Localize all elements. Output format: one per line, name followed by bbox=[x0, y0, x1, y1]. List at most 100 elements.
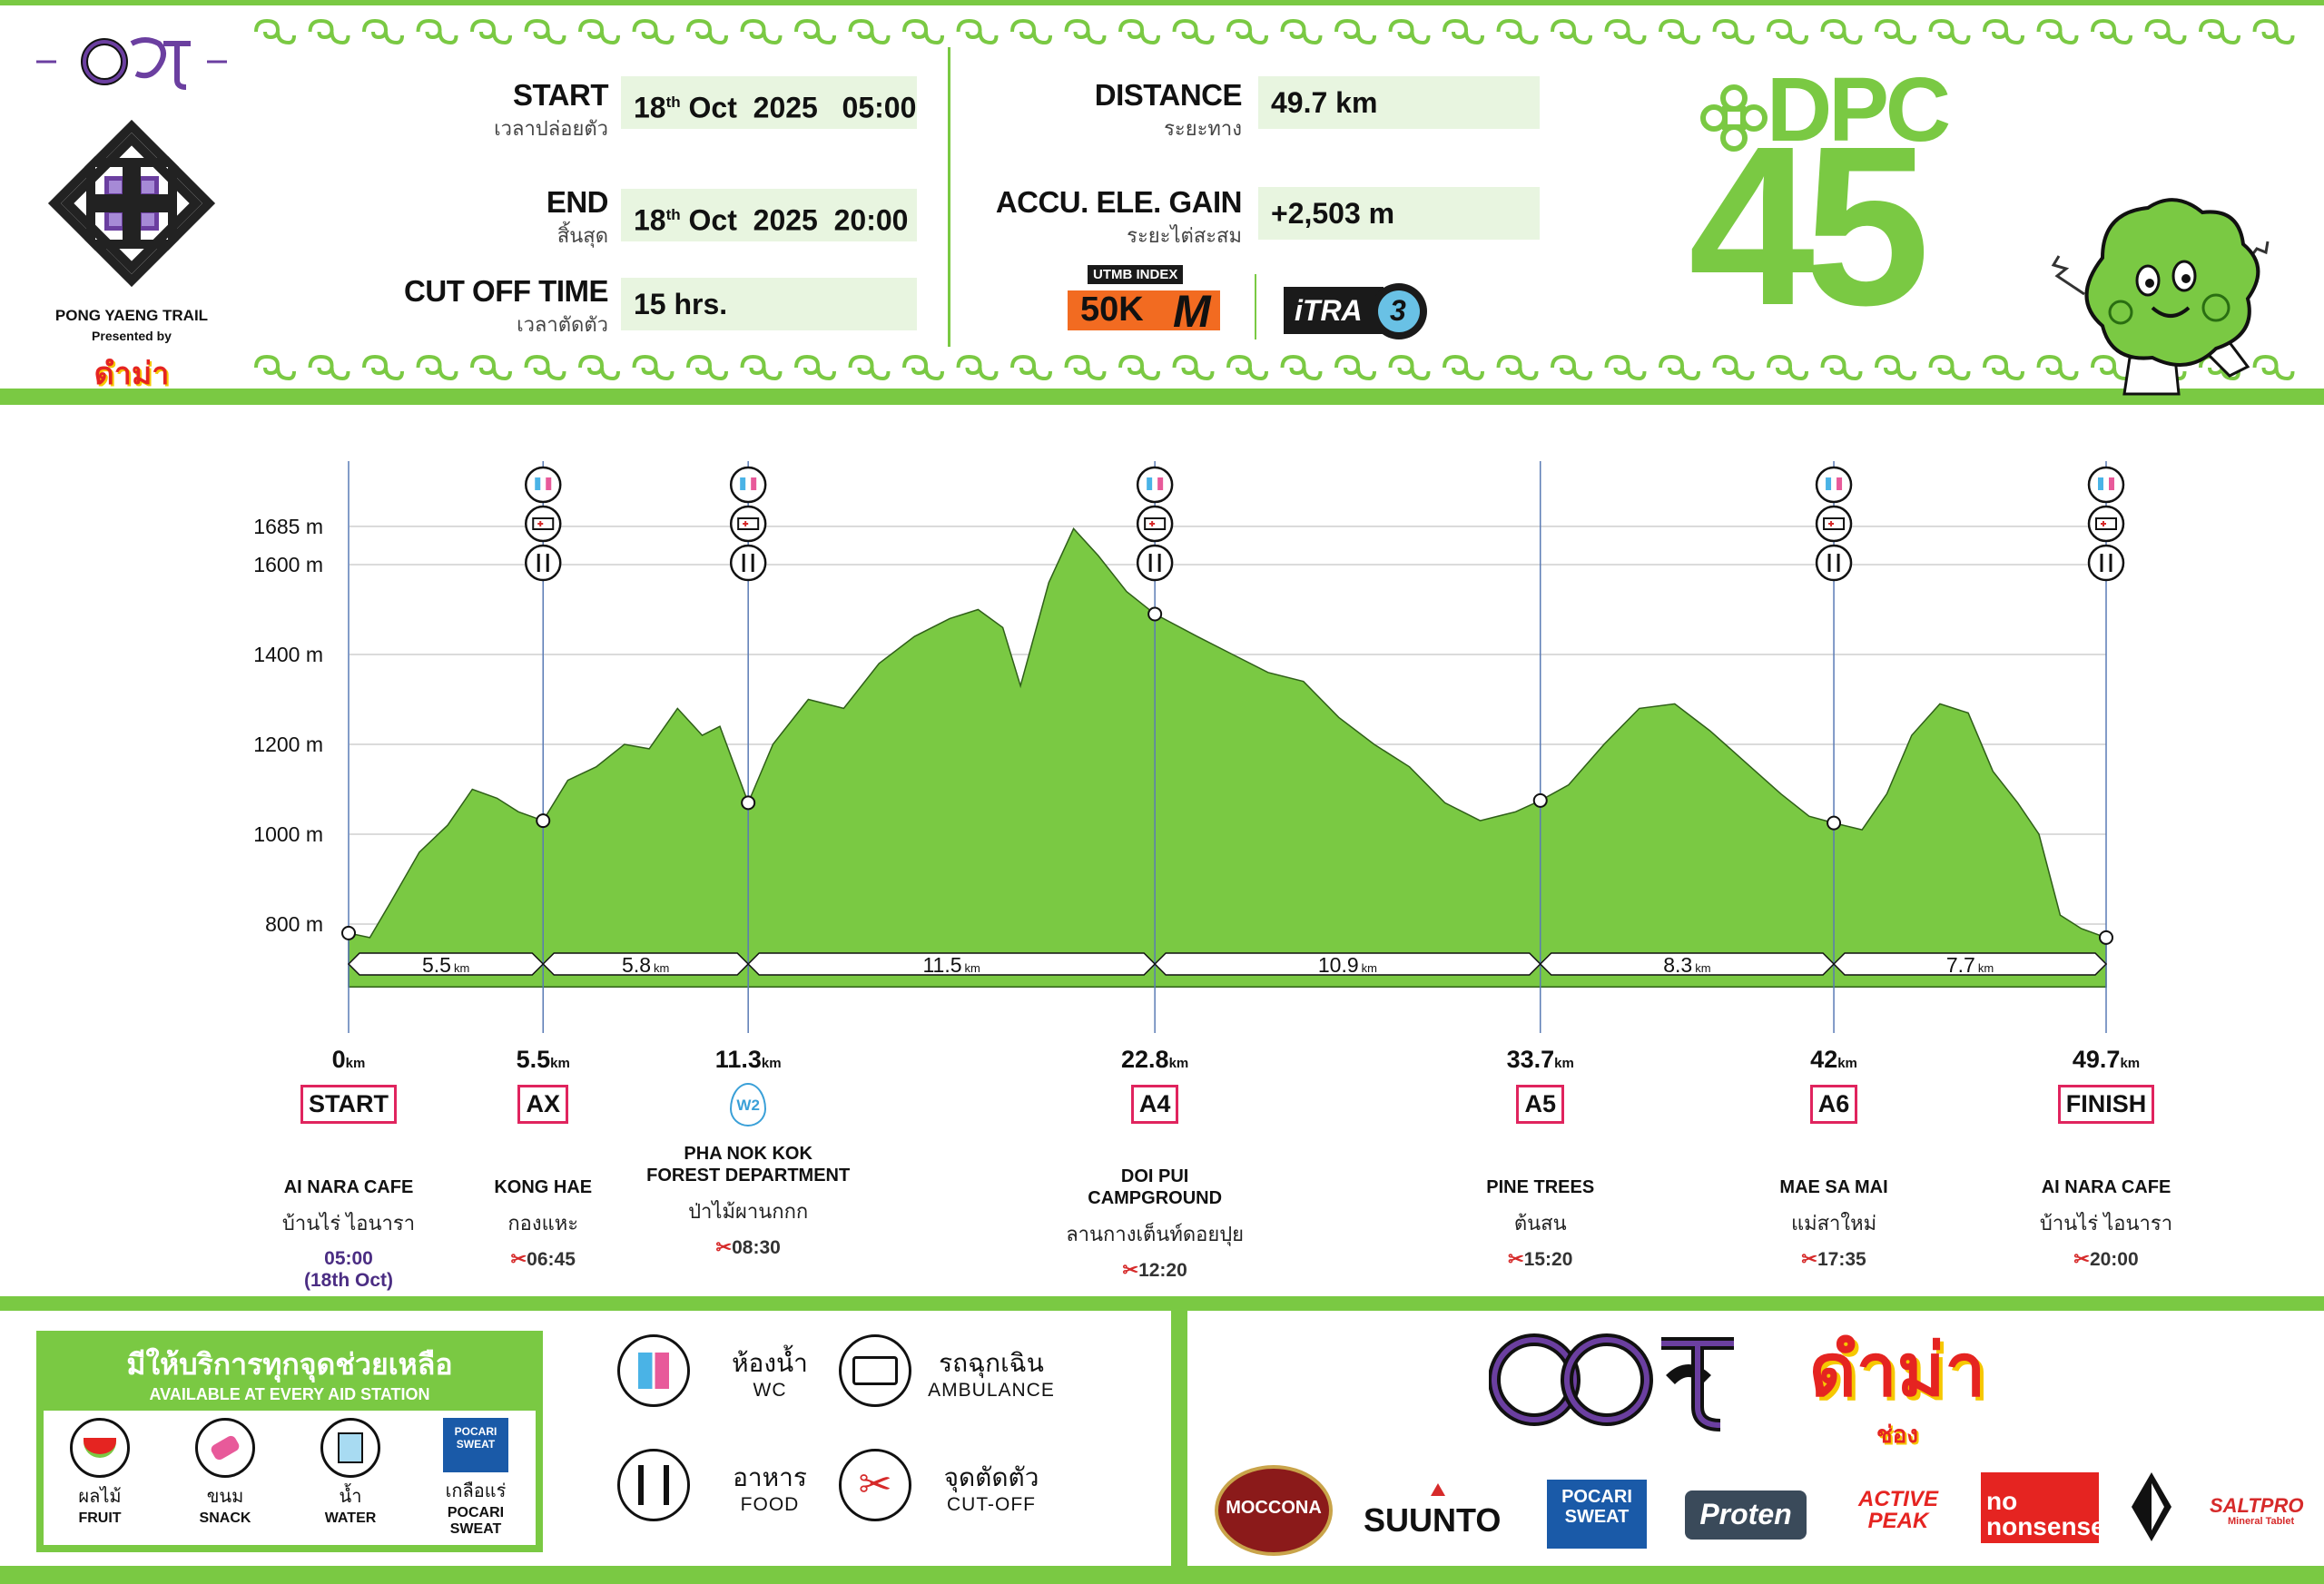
checkpoint-name-th: บ้านไร่ ไอนารา bbox=[2039, 1212, 2173, 1235]
checkpoint-time: ✂12:20 bbox=[1122, 1260, 1187, 1281]
ornament-swirl bbox=[1659, 354, 1685, 376]
ornament-swirl bbox=[740, 18, 766, 40]
ornament-swirl bbox=[1734, 367, 1755, 381]
food-icon bbox=[1136, 544, 1174, 582]
ornament-swirl bbox=[2221, 31, 2240, 45]
ornament-swirl bbox=[1928, 354, 1955, 376]
ornament-swirl bbox=[1443, 18, 1469, 40]
ornament-swirl bbox=[1032, 367, 1052, 381]
ornament-swirl bbox=[1443, 354, 1469, 376]
ornament-swirl bbox=[308, 354, 334, 376]
suunto-logo: SUUNTO bbox=[1364, 1501, 1502, 1539]
checkpoint-name-th: ป่าไม้ผานกกก bbox=[688, 1200, 809, 1223]
ornament-swirl bbox=[1086, 31, 1107, 45]
ornament-swirl bbox=[2004, 367, 2024, 381]
checkpoint-finish: 49.7km FINISH AI NARA CAFE บ้านไร่ ไอนารา ✂2… bbox=[1943, 1046, 2270, 1271]
ornament-swirl bbox=[956, 354, 982, 376]
race-code: DPC 45 bbox=[1689, 59, 1951, 352]
aid-item-label-en: SNACK bbox=[199, 1510, 251, 1526]
ornament-swirl bbox=[708, 367, 728, 381]
segment-unit: km bbox=[454, 961, 469, 975]
ornament-swirl bbox=[362, 354, 389, 376]
checkpoint-name-th: ลานกางเต็นท์ดอยปุย bbox=[1066, 1223, 1245, 1245]
ornament-swirl bbox=[546, 367, 566, 381]
ornament-swirl bbox=[1551, 18, 1577, 40]
ornament-swirl bbox=[2036, 354, 2063, 376]
ornament-swirl bbox=[1280, 18, 1306, 40]
ornament-swirl bbox=[902, 18, 929, 40]
ornament-swirl bbox=[762, 31, 783, 45]
wc-male-glyph bbox=[535, 477, 541, 490]
ornament-swirl bbox=[362, 18, 389, 40]
fork-spoon-glyph bbox=[537, 554, 549, 572]
aid-item-label-en: WATER bbox=[324, 1510, 377, 1526]
ornament-swirl bbox=[492, 31, 512, 45]
aid-item-label-th: น้ำ bbox=[339, 1487, 362, 1507]
checkpoint-name: DOI PUI CAMPGROUND bbox=[1088, 1166, 1223, 1208]
scissors-icon: ✂ bbox=[1801, 1249, 1817, 1270]
nonsense-logo bbox=[1981, 1472, 2099, 1543]
ornament-swirl bbox=[1767, 18, 1793, 40]
food-icon bbox=[2087, 544, 2125, 582]
ornament-swirl bbox=[1118, 18, 1145, 40]
checkpoint-marker bbox=[1147, 606, 1163, 622]
ornament-swirl bbox=[1194, 31, 1215, 45]
food-icon bbox=[1815, 544, 1853, 582]
ornament-swirl bbox=[902, 354, 929, 376]
scissors-icon: ✂ bbox=[2073, 1249, 2090, 1270]
wc-icon bbox=[524, 466, 562, 504]
ambulance-cross bbox=[2101, 521, 2106, 526]
wc-female-glyph bbox=[1157, 477, 1164, 490]
ornament-swirl bbox=[1410, 31, 1431, 45]
ornament-swirl bbox=[1410, 367, 1431, 381]
y-tick-label: 800 m bbox=[265, 912, 323, 936]
checkpoint-name: AI NARA CAFE bbox=[2041, 1177, 2171, 1197]
food-icon bbox=[729, 544, 767, 582]
checkpoint-name-th: ต้นสน bbox=[1513, 1212, 1567, 1235]
checkpoint-a5: 33.7km A5 PINE TREES ต้นสน ✂15:20 bbox=[1377, 1046, 1704, 1271]
ornament-swirl bbox=[1551, 354, 1577, 376]
y-tick-label: 1400 m bbox=[253, 643, 323, 666]
wc-female-glyph bbox=[1837, 477, 1843, 490]
ornament-swirl bbox=[1226, 18, 1253, 40]
ornament-swirl bbox=[384, 367, 404, 381]
legend-label-en: AMBULANCE bbox=[928, 1380, 1055, 1401]
ornament-swirl bbox=[492, 367, 512, 381]
segment-unit: km bbox=[654, 961, 669, 975]
ornament-swirl bbox=[1820, 18, 1846, 40]
ornament-swirl bbox=[816, 367, 836, 381]
wc-male-glyph bbox=[740, 477, 746, 490]
ornament-swirl bbox=[1464, 31, 1484, 45]
checkpoint-name-th: กองแหะ bbox=[507, 1212, 579, 1235]
aid-title-th: มีให้บริการทุกจุดช่วยเหลือ bbox=[126, 1348, 453, 1381]
ornament-swirl bbox=[1518, 31, 1539, 45]
header-divider-bar bbox=[0, 389, 2324, 405]
ambulance-cross bbox=[537, 521, 544, 526]
ornament-swirl bbox=[1302, 367, 1323, 381]
gain-label: ACCU. ELE. GAIN ระยะไต่สะสม bbox=[995, 185, 1243, 247]
ornament-swirl bbox=[1928, 18, 1955, 40]
legend-label-th: จุดตัดตัว bbox=[943, 1463, 1039, 1491]
gain-value: +2,503 m bbox=[1258, 187, 1540, 240]
cutoff-label: CUT OFF TIME เวลาตัดตัว bbox=[404, 274, 608, 336]
ornament-swirl bbox=[524, 354, 550, 376]
ornament-swirl bbox=[2144, 18, 2171, 40]
wc-icon bbox=[729, 466, 767, 504]
cdt-logo bbox=[36, 37, 227, 90]
segment-unit: km bbox=[1695, 961, 1710, 975]
aid-item-label-en: POCARI SWEAT bbox=[447, 1505, 505, 1537]
legend-label-th: รถฉุกเฉิน bbox=[939, 1349, 1044, 1377]
ornament-swirl bbox=[1010, 354, 1037, 376]
brand-logo-small: ดำม่า bbox=[94, 357, 170, 391]
aid-title-en: AVAILABLE AT EVERY AID STATION bbox=[149, 1385, 430, 1403]
ornament-swirl bbox=[956, 18, 982, 40]
brand-sponsor-logo: ดำม่า ช่อง bbox=[1808, 1330, 1986, 1448]
wc-icon bbox=[2087, 466, 2125, 504]
checkpoint-time: ✂06:45 bbox=[510, 1249, 576, 1270]
checkpoint-marker bbox=[1827, 815, 1842, 831]
ornament-swirl bbox=[2058, 367, 2079, 381]
black-diamond-logo-icon bbox=[2132, 1472, 2171, 1541]
ornament-swirl bbox=[978, 367, 999, 381]
ornament-swirl bbox=[1712, 18, 1738, 40]
